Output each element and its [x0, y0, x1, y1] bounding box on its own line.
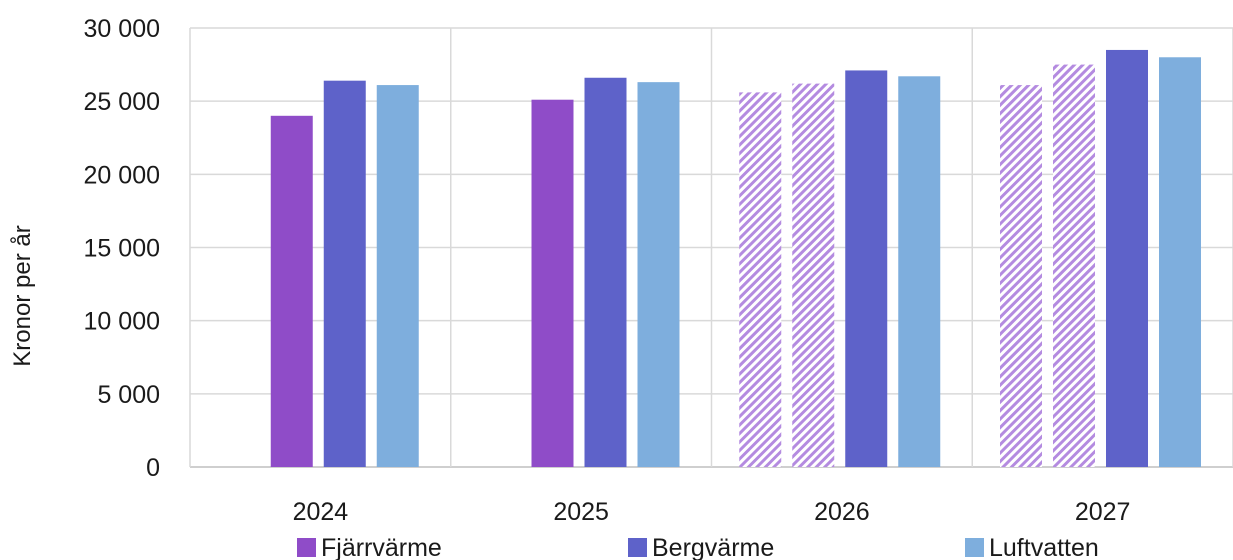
y-tick-label: 20 000 — [84, 161, 160, 189]
y-tick-label: 5 000 — [97, 381, 160, 409]
x-tick-label: 2027 — [1075, 498, 1131, 526]
legend-swatch — [628, 538, 647, 557]
y-tick-label: 25 000 — [84, 88, 160, 116]
bar-2024-3 — [376, 85, 419, 467]
legend-swatch — [297, 538, 316, 557]
legend-swatch — [965, 538, 984, 557]
x-tick-label: 2025 — [553, 498, 609, 526]
legend-label: Bergvärme — [652, 534, 774, 560]
bar-2027-2 — [1053, 64, 1095, 467]
bar-2026-3 — [845, 70, 888, 467]
y-tick-label: 30 000 — [84, 15, 160, 43]
bar-2026-1 — [739, 92, 782, 468]
y-axis-title: Kronor per år — [9, 225, 36, 366]
bar-2024-2 — [323, 80, 366, 468]
legend: Fjärrvärme Bergvärme Luftvatten — [297, 534, 1099, 560]
bar-2025-3 — [637, 82, 680, 467]
bar-2025-2 — [584, 77, 627, 468]
x-tick-label: 2024 — [293, 498, 349, 526]
bar-2026-2 — [792, 83, 835, 468]
bar-2024-1 — [270, 115, 313, 468]
bar-2025-1 — [531, 99, 574, 467]
bar-2027-4 — [1159, 57, 1201, 468]
bar-2027-1 — [1000, 85, 1042, 467]
y-tick-label: 15 000 — [84, 235, 160, 263]
bar-2026-4 — [898, 76, 941, 467]
axis-labels: 0 5 000 10 000 15 000 20 000 25 000 30 000 2024… — [84, 15, 1131, 526]
y-tick-label: 10 000 — [84, 308, 160, 336]
bars — [270, 49, 1201, 468]
legend-label: Fjärrvärme — [321, 534, 442, 560]
x-tick-label: 2026 — [814, 498, 870, 526]
legend-label: Luftvatten — [989, 534, 1099, 560]
bar-2027-3 — [1106, 49, 1148, 467]
y-tick-label: 0 — [146, 454, 160, 482]
